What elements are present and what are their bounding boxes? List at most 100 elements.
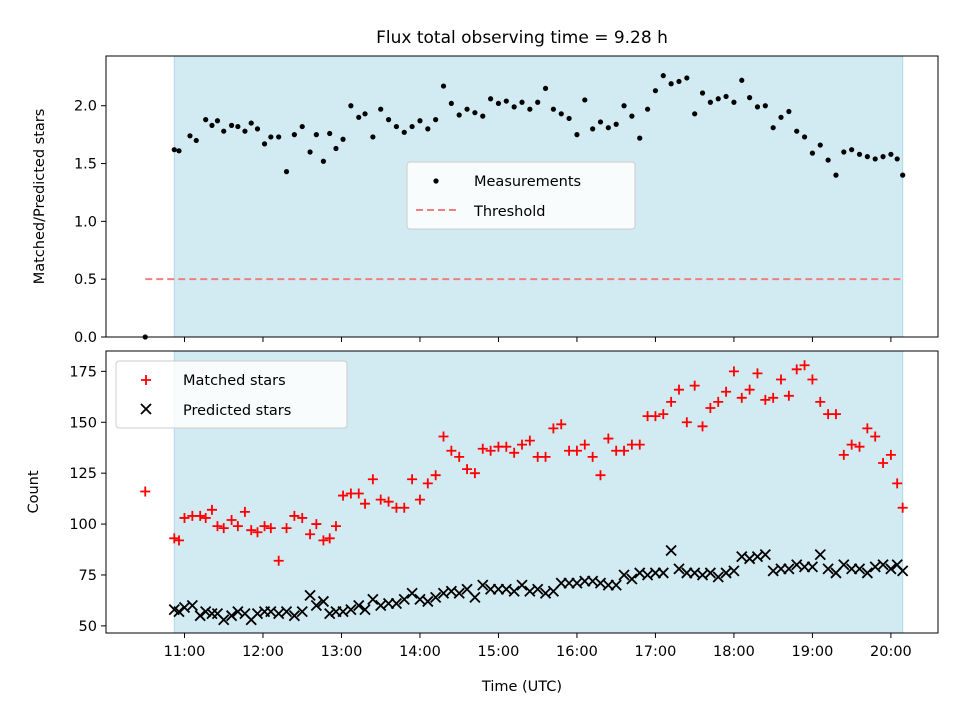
data-point: [603, 433, 614, 444]
data-point: [652, 88, 659, 94]
data-point: [327, 130, 333, 137]
data-point: [885, 563, 897, 575]
data-point: [870, 431, 881, 442]
data-point: [206, 504, 217, 515]
data-point: [508, 585, 520, 597]
series-measurements: [142, 73, 906, 340]
data-point: [338, 490, 349, 501]
y-axis-label: Count: [26, 470, 42, 513]
data-point: [885, 449, 896, 460]
data-point: [791, 364, 802, 375]
data-point: [542, 85, 549, 91]
data-point: [595, 470, 606, 481]
x-tick-label: 18:00: [713, 644, 755, 660]
data-point: [736, 392, 747, 403]
data-point: [862, 423, 873, 434]
data-point: [590, 126, 596, 132]
y-tick-label: 75: [79, 568, 97, 584]
data-point: [697, 421, 708, 432]
y-tick-label: 175: [69, 364, 97, 380]
x-tick-label: 14:00: [399, 644, 441, 660]
data-point: [304, 589, 316, 601]
data-point: [281, 523, 292, 534]
y-tick-label: 100: [69, 517, 97, 533]
data-point: [501, 441, 512, 452]
data-point: [815, 396, 826, 407]
y-tick-label: 2.0: [74, 99, 97, 115]
data-point: [658, 409, 669, 420]
legend: Matched stars Predicted stars: [115, 360, 348, 429]
data-point: [838, 559, 850, 571]
data-point: [422, 478, 433, 489]
data-point: [259, 521, 270, 532]
data-point: [783, 390, 794, 401]
data-point: [299, 123, 305, 130]
x-tick-label: 20:00: [870, 644, 912, 660]
x-tick-label: 19:00: [792, 644, 834, 660]
data-point: [261, 141, 268, 147]
data-point: [807, 374, 818, 385]
data-point: [516, 579, 528, 591]
legend-label-matched: Matched stars: [183, 373, 286, 389]
data-point: [488, 96, 494, 102]
legend-label-predicted: Predicted stars: [183, 403, 291, 419]
x-tick-label: 13:00: [321, 644, 363, 660]
data-point: [462, 464, 473, 475]
data-point: [472, 110, 478, 116]
data-point: [232, 605, 244, 618]
data-point: [744, 384, 755, 395]
data-point: [252, 527, 263, 538]
x-tick-label: 16:00: [556, 644, 598, 660]
data-point: [574, 132, 580, 138]
x-tick-label: 11:00: [164, 644, 206, 660]
data-point: [425, 126, 431, 132]
data-point: [406, 587, 418, 599]
x-tick-label: 17:00: [635, 644, 677, 660]
data-point: [650, 411, 661, 422]
y-tick-label: 150: [69, 415, 97, 431]
data-point: [485, 445, 496, 456]
data-point: [762, 103, 768, 109]
data-point: [618, 569, 630, 581]
data-point: [712, 571, 724, 583]
data-point: [550, 106, 556, 112]
series-predicted-stars: [168, 544, 909, 626]
series-matched-stars: [140, 360, 908, 566]
data-point: [430, 470, 441, 481]
data-point: [849, 147, 855, 153]
data-point: [861, 567, 873, 579]
data-point: [853, 563, 866, 575]
data-point: [728, 366, 739, 377]
data-point: [511, 104, 517, 110]
y-tick-label: 1.0: [74, 214, 97, 230]
data-point: [673, 563, 685, 575]
data-point: [186, 599, 198, 612]
chart-title: Flux total observing time = 9.28 h: [376, 28, 668, 48]
legend-box: [115, 360, 348, 429]
data-point: [548, 423, 559, 434]
data-point: [715, 96, 721, 102]
data-point: [841, 149, 847, 155]
y-tick-label: 0.5: [74, 272, 97, 288]
data-point: [313, 132, 319, 138]
data-point: [289, 510, 300, 521]
data-point: [169, 533, 180, 544]
data-point: [340, 136, 346, 142]
data-point: [877, 559, 889, 571]
data-point: [637, 135, 643, 141]
data-point: [242, 128, 248, 134]
data-point: [221, 128, 227, 134]
data-point: [495, 100, 502, 107]
data-point: [894, 156, 900, 162]
data-point: [509, 447, 520, 458]
y-tick-label: 50: [79, 619, 97, 635]
data-point: [265, 523, 276, 534]
data-point: [310, 599, 322, 612]
data-point: [833, 172, 839, 178]
data-point: [723, 93, 729, 100]
data-point: [375, 494, 386, 505]
data-point: [728, 565, 740, 577]
data-point: [532, 583, 544, 595]
data-point: [822, 563, 834, 575]
data-point: [173, 535, 184, 546]
